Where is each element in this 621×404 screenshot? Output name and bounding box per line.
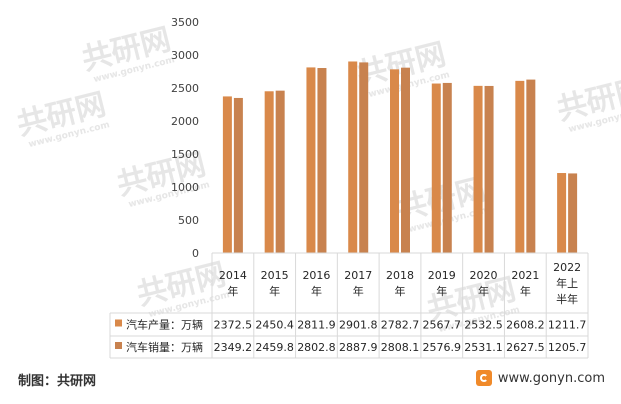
source-label: 制图：共研网	[18, 374, 97, 389]
x-category-label: 2015 年	[261, 269, 289, 298]
bar-production	[222, 96, 232, 253]
data-value-label: 2608.2	[506, 319, 545, 332]
bar-production	[264, 91, 274, 254]
data-value-label: 2532.5	[464, 319, 503, 332]
data-value-label: 2808.1	[381, 341, 420, 354]
bar-production	[390, 69, 399, 253]
x-category-label: 2021 年	[511, 269, 539, 298]
bar-production	[348, 61, 358, 253]
bar-production	[557, 173, 567, 253]
bar-production	[473, 85, 483, 253]
x-category-label: 2020 年	[470, 269, 498, 298]
data-value-label: 2901.8	[339, 319, 378, 332]
bar-sales	[568, 173, 578, 253]
bar-sales	[526, 79, 536, 254]
bar-production	[306, 67, 316, 253]
legend-swatch-sales	[115, 342, 122, 349]
data-value-label: 2627.5	[506, 341, 545, 354]
bar-production	[515, 80, 525, 254]
y-tick-label: 1500	[171, 148, 199, 161]
y-tick-label: 3500	[171, 16, 199, 29]
data-value-label: 2372.5	[214, 319, 253, 332]
data-value-label: 2349.2	[214, 341, 253, 354]
data-value-label: 1211.7	[548, 319, 587, 332]
y-tick-label: 2000	[171, 115, 199, 128]
data-value-label: 2459.8	[255, 341, 294, 354]
x-category-label: 2014 年	[219, 269, 247, 298]
bar-sales	[442, 82, 452, 254]
data-value-label: 2576.9	[423, 341, 462, 354]
x-category-label: 2017 年	[344, 269, 372, 298]
bar-sales	[401, 67, 410, 253]
website-text: www.gonyn.com	[497, 370, 605, 386]
x-category-label: 2019 年	[428, 269, 456, 298]
bar-sales	[317, 68, 327, 253]
data-value-label: 1205.7	[548, 341, 587, 354]
legend-swatch-production	[115, 319, 122, 327]
x-category-label: 2022 年上半年	[553, 261, 581, 306]
bar-production	[431, 83, 441, 253]
y-tick-label: 500	[178, 214, 199, 227]
x-category-label: 2018 年	[386, 269, 414, 298]
data-value-label: 2450.4	[255, 319, 294, 332]
data-value-label: 2567.7	[423, 319, 462, 332]
bar-sales	[359, 62, 369, 253]
data-value-label: 2811.9	[297, 319, 336, 332]
data-value-label: 2531.1	[464, 341, 503, 354]
legend-series-name: 汽车销量：万辆	[126, 340, 203, 354]
x-category-label: 2016 年	[302, 269, 330, 298]
data-value-label: 2782.7	[381, 319, 420, 332]
y-tick-label: 3000	[171, 49, 199, 62]
bar-sales	[233, 97, 243, 254]
data-value-label: 2802.8	[297, 341, 336, 354]
y-tick-label: 2500	[171, 82, 199, 95]
bar-sales	[275, 90, 285, 253]
website-label[interactable]: www.gonyn.com	[475, 370, 605, 386]
data-value-label: 2887.9	[339, 341, 378, 354]
bar-sales	[484, 85, 494, 253]
legend-series-name: 汽车产量：万辆	[126, 318, 203, 332]
bar-series	[222, 61, 578, 254]
y-tick-label: 0	[192, 247, 199, 260]
y-tick-label: 1000	[171, 181, 199, 194]
gonyn-logo-icon	[475, 370, 492, 386]
y-axis: 0 500 1000 1500 2000 2500 3000 3500	[171, 16, 199, 260]
data-table: 2014 年 2015 年 2016 年 2017 年 2018 年 2019 年 2020 年 2021 年…	[109, 252, 589, 359]
